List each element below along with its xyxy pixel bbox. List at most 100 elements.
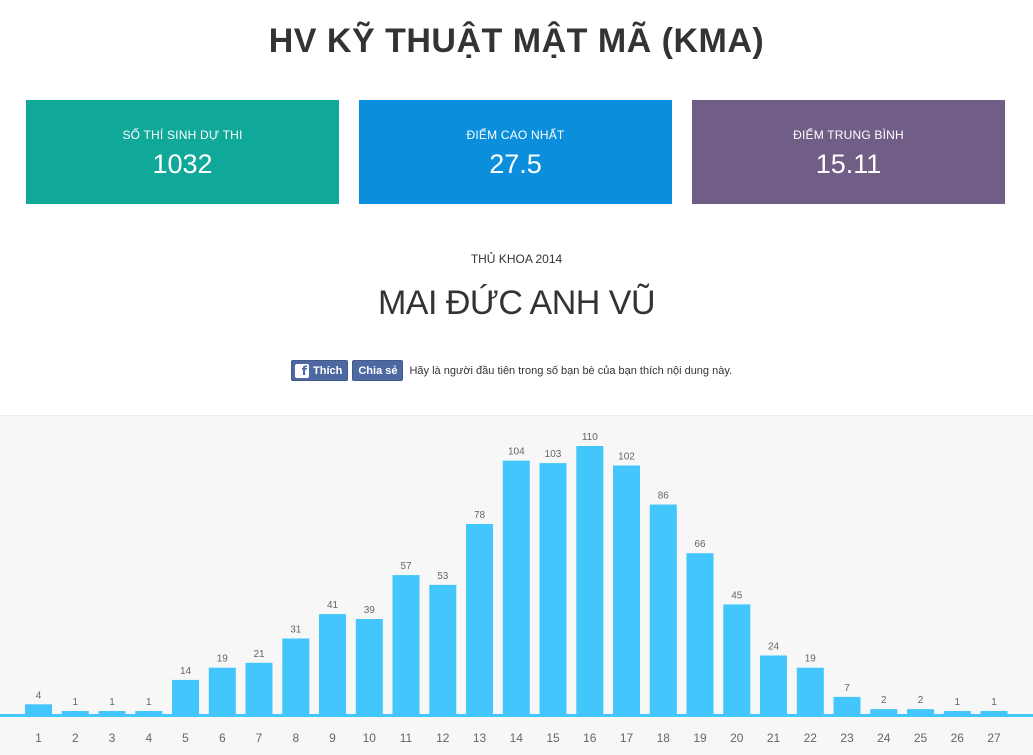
chart-x-tick-19: 19 [693,731,707,745]
valedictorian-caption: THỦ KHOA 2014 [470,252,563,266]
stat-card-average-score: ĐIỂM TRUNG BÌNH 15.11 [692,100,1005,204]
stat-card-highest-score: ĐIỂM CAO NHẤT 27.5 [359,100,672,204]
chart-data-label-18: 86 [658,491,670,502]
chart-x-tick-7: 7 [256,731,263,745]
chart-bar-7 [245,662,273,714]
chart-data-label-16: 110 [582,432,598,443]
chart-data-label-17: 102 [618,452,635,463]
chart-bar-20 [723,604,751,714]
chart-data-label-13: 78 [474,510,486,521]
stat-value-candidates: 1032 [152,149,213,179]
valedictorian-name: MAI ĐỨC ANH VŨ [377,284,656,322]
chart-x-tick-24: 24 [877,731,891,745]
chart-x-tick-20: 20 [730,731,744,745]
chart-x-tick-17: 17 [620,731,634,745]
stat-label-candidates: SỐ THÍ SINH DỰ THI [122,128,243,142]
chart-x-tick-21: 21 [767,731,781,745]
chart-bar-27 [980,711,1008,714]
chart-data-label-9: 41 [327,600,339,611]
chart-data-label-5: 14 [180,666,192,677]
chart-x-tick-2: 2 [72,731,79,745]
chart-bar-26 [943,711,971,714]
facebook-like-button[interactable]: f Thích [291,360,349,381]
facebook-like-prompt: Hãy là người đầu tiên trong số bạn bè củ… [409,364,733,377]
chart-data-label-24: 2 [881,695,887,706]
page-title: HV KỸ THUẬT MẬT MÃ (KMA) [268,22,765,60]
facebook-like-label: Thích [313,364,343,377]
chart-data-label-15: 103 [545,449,562,460]
chart-data-label-7: 21 [253,649,265,660]
chart-x-tick-8: 8 [292,731,299,745]
chart-bar-6 [208,667,236,714]
chart-bar-19 [686,553,714,714]
facebook-social-bar: f Thích Chia sẻ Hãy là người đầu tiên tr… [291,360,732,381]
chart-baseline [0,714,1033,717]
chart-data-label-20: 45 [731,590,743,601]
chart-data-label-8: 31 [290,625,302,636]
chart-data-label-14: 104 [508,447,525,458]
chart-x-tick-16: 16 [583,731,597,745]
chart-x-tick-22: 22 [804,731,818,745]
chart-x-tick-12: 12 [436,731,450,745]
stat-card-candidates: SỐ THÍ SINH DỰ THI 1032 [26,100,339,204]
stat-label-highest-score: ĐIỂM CAO NHẤT [466,128,565,142]
chart-data-label-6: 19 [217,654,229,665]
chart-bar-23 [833,696,861,714]
facebook-share-button[interactable]: Chia sẻ [352,360,404,381]
chart-bar-22 [796,667,824,714]
chart-data-label-21: 24 [768,642,780,653]
chart-data-label-10: 39 [364,605,376,616]
chart-bar-21 [760,655,787,714]
chart-x-tick-11: 11 [400,731,413,745]
score-distribution-chart: 4 1 1 2 1 3 1 4 14 5 19 6 21 7 31 8 41 9 39 10 57 11 53 12 78 13 1… [0,415,1033,755]
chart-x-tick-1: 1 [35,731,42,745]
chart-bar-8 [282,638,310,714]
chart-bar-18 [649,504,677,714]
chart-x-tick-13: 13 [473,731,487,745]
chart-x-tick-25: 25 [914,731,928,745]
chart-x-tick-18: 18 [657,731,671,745]
chart-bar-2 [61,711,89,714]
chart-bar-9 [319,614,346,714]
chart-data-label-3: 1 [109,697,115,708]
chart-x-tick-5: 5 [182,731,189,745]
chart-data-label-19: 66 [694,539,706,550]
chart-x-tick-6: 6 [219,731,226,745]
chart-data-label-22: 19 [805,654,817,665]
chart-x-tick-27: 27 [987,731,1001,745]
stat-value-average-score: 15.11 [815,149,882,179]
chart-x-tick-14: 14 [510,731,524,745]
chart-x-tick-26: 26 [951,731,965,745]
chart-data-label-4: 1 [146,697,152,708]
chart-x-tick-3: 3 [109,731,116,745]
chart-bar-11 [392,575,420,714]
chart-bar-15 [539,463,567,714]
chart-x-tick-10: 10 [363,731,377,745]
facebook-icon: f [295,363,309,378]
chart-data-label-1: 4 [36,690,42,701]
stat-value-highest-score: 27.5 [489,149,542,179]
chart-bar-1 [25,704,52,714]
chart-bar-10 [355,619,383,714]
score-distribution-svg: 4112131414519621731841939105711531278131… [0,432,1033,745]
chart-data-label-25: 2 [918,695,924,706]
chart-bar-24 [870,709,898,714]
chart-x-tick-15: 15 [546,731,560,745]
stat-label-average-score: ĐIỂM TRUNG BÌNH [793,128,904,142]
chart-x-tick-23: 23 [840,731,854,745]
chart-data-label-2: 1 [73,697,79,708]
chart-x-tick-4: 4 [145,731,152,745]
chart-bar-5 [172,679,199,714]
chart-bar-14 [502,460,530,714]
chart-bar-25 [907,709,934,714]
chart-data-label-23: 7 [844,683,850,694]
chart-bar-16 [576,446,604,714]
chart-bar-17 [613,465,640,714]
chart-bar-4 [135,711,163,714]
chart-data-label-27: 1 [991,697,997,708]
chart-data-label-12: 53 [437,571,449,582]
chart-x-tick-9: 9 [329,731,336,745]
chart-bar-12 [429,584,457,714]
chart-bar-3 [98,711,126,714]
chart-bar-13 [466,524,493,714]
